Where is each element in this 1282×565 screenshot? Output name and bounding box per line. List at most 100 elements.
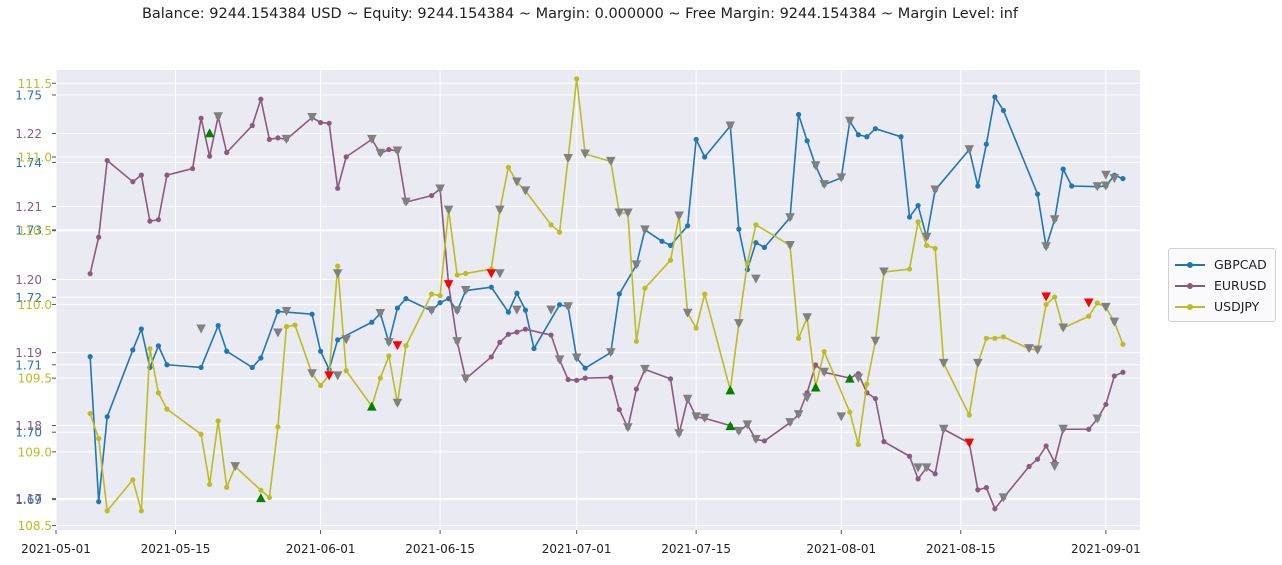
- sell-marker: [392, 341, 403, 351]
- data-point-gbpcad: [898, 134, 904, 140]
- data-point-eurusd: [130, 179, 136, 185]
- close-marker: [1058, 323, 1068, 333]
- y-tick-label-eurusd: 1.17: [15, 492, 42, 506]
- data-point-gbpcad: [514, 290, 520, 296]
- close-marker: [460, 374, 471, 384]
- y-tick-label-usdjpy: 111.5: [18, 77, 52, 91]
- close-marker: [520, 186, 531, 196]
- data-point-eurusd: [1111, 373, 1117, 379]
- close-marker: [1032, 345, 1043, 355]
- data-point-usdjpy: [198, 431, 204, 437]
- close-marker: [606, 156, 616, 166]
- close-marker: [375, 148, 386, 158]
- legend-dot: [1187, 282, 1193, 289]
- data-point-usdjpy: [642, 285, 648, 291]
- data-point-eurusd: [1034, 456, 1041, 462]
- data-point-gbpcad: [138, 326, 144, 332]
- data-point-gbpcad: [369, 319, 375, 325]
- data-point-usdjpy: [744, 260, 750, 266]
- data-point-gbpcad: [104, 414, 110, 420]
- close-marker: [836, 173, 847, 183]
- close-marker: [964, 145, 975, 155]
- close-marker: [793, 410, 804, 420]
- close-marker: [819, 180, 829, 190]
- data-point-gbpcad: [198, 364, 204, 371]
- data-point-usdjpy: [983, 335, 989, 341]
- legend-label: USDJPY: [1214, 299, 1260, 314]
- data-point-gbpcad: [155, 343, 162, 349]
- data-point-usdjpy: [1000, 334, 1007, 340]
- y-tick-label-gbpcad: 1.69: [15, 493, 42, 507]
- data-point-usdjpy: [548, 222, 554, 228]
- data-point-usdjpy: [317, 382, 324, 389]
- close-marker: [563, 153, 573, 163]
- data-point-usdjpy: [275, 424, 281, 430]
- data-point-gbpcad: [505, 309, 511, 315]
- data-point-gbpcad: [556, 302, 563, 308]
- close-marker: [443, 205, 454, 215]
- data-point-usdjpy: [966, 412, 972, 418]
- sell-marker: [1083, 298, 1094, 308]
- data-point-gbpcad: [992, 94, 998, 100]
- data-point-eurusd: [87, 271, 93, 277]
- data-point-eurusd: [96, 234, 102, 240]
- data-point-eurusd: [488, 354, 494, 360]
- data-point-gbpcad: [164, 362, 170, 368]
- y-tick-label-usdjpy: 108.5: [18, 519, 52, 533]
- data-point-eurusd: [343, 154, 349, 160]
- data-point-eurusd: [633, 386, 640, 392]
- y-tick-label-eurusd: 1.21: [15, 200, 42, 214]
- plot-area: [56, 70, 1140, 530]
- data-point-eurusd: [582, 375, 588, 381]
- data-point-gbpcad: [317, 348, 324, 354]
- data-point-gbpcad: [659, 238, 665, 244]
- y-axis-ticks: 1.69 1.70 1.71 1.72 1.73 1.74 1.75 1.17 1.18 1.19…: [15, 77, 56, 533]
- y-tick-label-usdjpy: 109.0: [18, 445, 52, 459]
- y-tick-label-usdjpy: 111.0: [18, 150, 52, 164]
- close-marker: [401, 197, 411, 207]
- close-marker: [546, 305, 556, 315]
- data-point-eurusd: [932, 471, 938, 477]
- x-tick-label: 2021-08-01: [806, 542, 876, 556]
- data-point-gbpcad: [522, 307, 529, 313]
- data-point-gbpcad: [87, 354, 93, 360]
- y-tick-label-eurusd: 1.22: [15, 127, 42, 141]
- data-point-usdjpy: [335, 263, 341, 269]
- y-tick-label-usdjpy: 110.0: [18, 298, 52, 312]
- data-point-eurusd: [1043, 443, 1049, 449]
- data-point-gbpcad: [872, 126, 879, 132]
- sell-marker: [964, 438, 975, 448]
- data-point-usdjpy: [667, 257, 674, 263]
- close-marker: [273, 328, 283, 338]
- data-point-usdjpy: [1120, 341, 1126, 347]
- close-marker: [1049, 215, 1060, 225]
- data-point-usdjpy: [1052, 294, 1058, 300]
- data-point-gbpcad: [335, 337, 341, 343]
- close-marker: [230, 462, 241, 472]
- data-point-usdjpy: [633, 338, 640, 344]
- close-marker: [307, 369, 317, 379]
- legend-swatch-gbpcad: [1175, 259, 1205, 271]
- data-point-eurusd: [616, 406, 622, 413]
- close-marker: [606, 348, 616, 358]
- close-marker: [426, 306, 437, 316]
- data-point-gbpcad: [1000, 107, 1007, 114]
- data-point-gbpcad: [761, 244, 768, 250]
- close-marker: [563, 302, 573, 312]
- data-point-gbpcad: [1120, 175, 1126, 182]
- close-marker: [734, 426, 744, 436]
- close-marker: [802, 393, 812, 403]
- x-tick-label: 2021-05-15: [141, 542, 211, 556]
- close-marker: [802, 313, 812, 323]
- close-marker: [973, 358, 983, 368]
- sell-marker: [443, 280, 454, 290]
- y-tick-label-usdjpy: 110.5: [18, 224, 52, 238]
- data-point-gbpcad: [702, 154, 708, 160]
- close-marker: [281, 306, 292, 316]
- close-marker: [495, 269, 505, 279]
- data-point-gbpcad: [667, 242, 674, 248]
- data-point-eurusd: [189, 165, 196, 172]
- data-point-usdjpy: [377, 375, 383, 381]
- close-marker: [879, 267, 889, 277]
